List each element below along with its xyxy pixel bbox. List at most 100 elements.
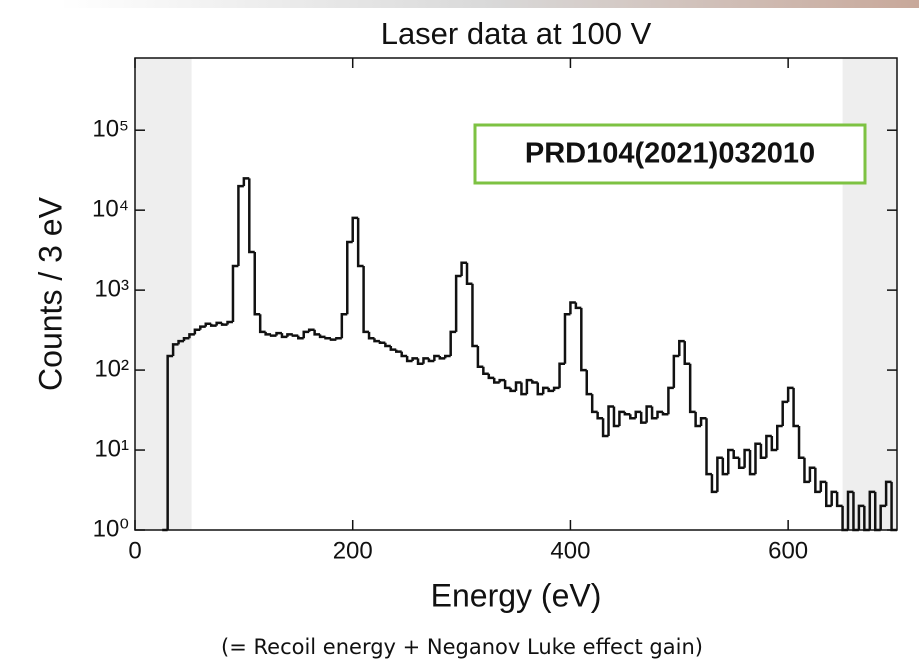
histogram-bin: [661, 411, 669, 416]
histogram-bin: [819, 480, 827, 492]
histogram-bin: [454, 274, 462, 332]
histogram-bin: [814, 467, 821, 494]
histogram-bin: [166, 354, 174, 530]
histogram-bin: [433, 354, 440, 361]
histogram-bin: [727, 448, 734, 475]
histogram-bin: [792, 387, 800, 428]
histogram-bin: [324, 336, 331, 340]
histogram-bin: [699, 416, 707, 426]
histogram-bin: [705, 418, 712, 476]
histogram-bin: [552, 386, 560, 391]
histogram-bin: [770, 435, 778, 452]
histogram-bin: [618, 410, 625, 426]
histogram-bin: [297, 335, 304, 340]
histogram-bin: [884, 480, 892, 506]
histogram-bin: [215, 321, 223, 326]
y-tick-label: 10⁵: [92, 116, 129, 143]
histogram-bin: [541, 386, 549, 395]
histogram-bin: [242, 177, 250, 187]
histogram-bin: [188, 333, 195, 339]
histogram-bin: [182, 337, 190, 342]
y-tick-label: 10³: [94, 275, 129, 302]
histogram-bin: [438, 356, 446, 360]
histogram-bin: [748, 450, 756, 476]
shaded-region: [135, 58, 192, 530]
x-tick-label: 0: [128, 537, 141, 564]
histogram-bin: [732, 450, 740, 460]
histogram-bin: [765, 434, 772, 458]
histogram-bin: [629, 414, 636, 420]
histogram-bin: [645, 405, 653, 423]
histogram-bin: [286, 333, 293, 337]
histogram-bin: [857, 504, 865, 530]
histogram-bin: [525, 378, 533, 395]
histogram-bin: [781, 400, 789, 426]
histogram-bin: [237, 184, 244, 267]
y-tick-label: 10⁰: [93, 515, 129, 542]
x-tick-label: 600: [768, 537, 808, 564]
histogram-bin: [585, 370, 593, 396]
histogram-bin: [416, 358, 424, 366]
histogram-bin: [596, 411, 604, 420]
x-axis-label: Energy (eV): [431, 577, 602, 613]
histogram-bin: [318, 334, 326, 339]
histogram-bin: [449, 330, 457, 357]
histogram-bin: [209, 323, 217, 327]
histogram-bin: [835, 491, 843, 508]
histogram-bin: [280, 333, 288, 339]
histogram-bin: [411, 357, 419, 361]
y-tick-label: 10⁴: [92, 196, 129, 223]
histogram-bin: [340, 312, 348, 339]
histogram-bin: [492, 377, 500, 384]
histogram-bin: [601, 418, 609, 438]
y-tick-label: 10²: [94, 355, 129, 382]
histogram-bin: [634, 410, 642, 419]
y-axis-label: Counts / 3 eV: [32, 196, 68, 391]
histogram-bin: [307, 328, 315, 332]
histogram-bin: [639, 411, 647, 424]
histogram-bin: [226, 320, 233, 325]
histogram-bin: [258, 314, 266, 334]
histogram-bin: [580, 307, 587, 372]
histogram-bin: [531, 380, 538, 384]
histogram-bin: [558, 362, 565, 388]
histogram-bin: [623, 411, 631, 416]
histogram-bin: [846, 490, 854, 530]
histogram-bin: [384, 342, 391, 348]
chart-title: Laser data at 100 V: [381, 16, 652, 51]
histogram-bin: [329, 338, 337, 341]
top-strip: [60, 0, 919, 8]
histogram-bin: [177, 339, 184, 345]
histogram-bin: [313, 329, 321, 336]
histogram-bin: [503, 380, 511, 390]
histogram-bin: [683, 341, 691, 366]
x-tick-label: 400: [550, 537, 590, 564]
y-tick-label: 10¹: [94, 435, 129, 462]
histogram-bin: [389, 346, 397, 351]
histogram-bin: [612, 406, 620, 428]
histogram-bin: [743, 448, 751, 468]
histogram-bin: [269, 334, 277, 337]
histogram-bin: [759, 443, 767, 460]
histogram-bin: [264, 331, 272, 336]
histogram-bin: [590, 394, 598, 414]
histogram-bin: [569, 301, 576, 315]
histogram-bin: [776, 424, 783, 451]
histogram-bin: [786, 386, 794, 402]
histogram-bin: [868, 490, 876, 530]
histogram-bin: [482, 366, 489, 375]
histogram-bin: [574, 302, 582, 310]
histogram-bin: [678, 339, 685, 357]
histogram-bin: [367, 331, 375, 340]
histogram-bin: [373, 338, 380, 343]
histogram-bin: [476, 346, 484, 369]
histogram-bin: [356, 217, 364, 268]
histogram-bin: [275, 331, 282, 336]
histogram-bin: [688, 363, 696, 414]
histogram-bin: [710, 474, 718, 494]
histogram-bin: [335, 337, 342, 340]
annotation-box: [473, 123, 867, 185]
histogram-bin: [395, 349, 402, 353]
histogram-bin: [547, 387, 555, 393]
